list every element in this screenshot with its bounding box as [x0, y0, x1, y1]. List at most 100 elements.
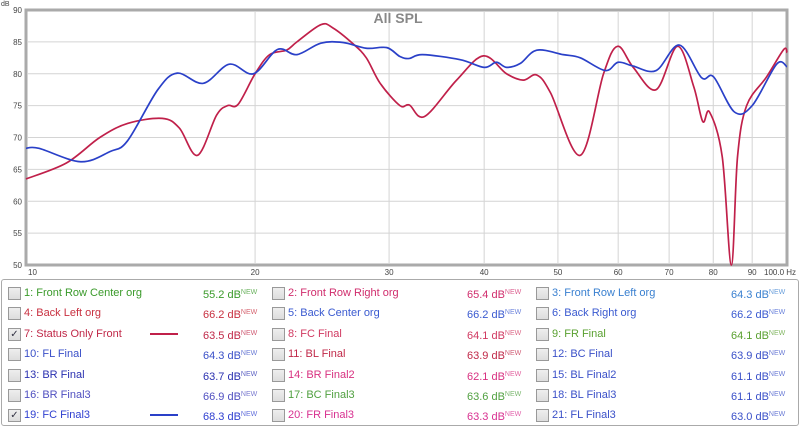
- x-tick-label: 80: [709, 268, 718, 277]
- legend-value: 66.9 dBNEW: [203, 386, 257, 406]
- legend-label: 7: Status Only Front: [24, 327, 122, 340]
- legend-label: 6: Back Right org: [552, 307, 637, 320]
- spl-value: 61.1 dB: [731, 391, 769, 403]
- legend-line-sample: [150, 332, 178, 335]
- legend-label: 14: BR Final2: [288, 368, 355, 381]
- legend-checkbox[interactable]: [536, 389, 549, 402]
- legend-checkbox[interactable]: [272, 287, 285, 300]
- spl-value: 64.1 dB: [467, 329, 505, 342]
- legend-item: 8: FC Final 64.1 dBNEW: [272, 325, 532, 343]
- new-tag: NEW: [240, 391, 258, 398]
- x-tick-label: 10: [28, 268, 37, 277]
- new-tag: NEW: [768, 391, 786, 398]
- legend-label: 10: FL Final: [24, 348, 82, 361]
- legend-item: 11: BL Final 63.9 dBNEW: [272, 345, 532, 363]
- legend-checkbox[interactable]: ✓: [8, 409, 21, 423]
- legend-checkbox[interactable]: [272, 327, 285, 341]
- spl-value: 66.9 dB: [203, 391, 241, 403]
- legend-value: 61.1 dBNEW: [731, 366, 785, 386]
- new-tag: NEW: [768, 411, 786, 419]
- legend-item: 2: Front Row Right org 65.4 dBNEW: [272, 284, 532, 302]
- legend-value: 68.3 dBNEW: [203, 406, 257, 426]
- legend-label: 13: BR Final: [24, 368, 85, 381]
- legend-item: 13: BR Final 63.7 dBNEW: [8, 366, 268, 384]
- spl-value: 63.3 dB: [467, 411, 505, 424]
- legend-value: 66.2 dBNEW: [467, 304, 521, 324]
- legend-item: 16: BR Final3 66.9 dBNEW: [8, 386, 268, 404]
- legend-label: 18: BL Final3: [552, 389, 617, 401]
- x-tick-label: 50: [553, 268, 562, 277]
- new-tag: NEW: [768, 309, 786, 317]
- legend-checkbox[interactable]: [536, 368, 549, 382]
- legend-checkbox[interactable]: [272, 409, 285, 423]
- legend-value: 63.6 dBNEW: [467, 386, 521, 406]
- spl-value: 55.2 dB: [203, 289, 241, 301]
- y-tick-label: 75: [13, 102, 22, 111]
- legend-value: 64.1 dBNEW: [467, 325, 521, 345]
- legend-value: 66.2 dBNEW: [731, 304, 785, 324]
- legend-item: 10: FL Final 64.3 dBNEW: [8, 345, 268, 363]
- x-tick-label: 100.0 Hz: [764, 268, 796, 277]
- x-tick-label: 20: [251, 268, 260, 277]
- legend-value: 66.2 dBNEW: [203, 304, 257, 324]
- legend-checkbox[interactable]: [272, 307, 285, 321]
- legend-checkbox[interactable]: [536, 307, 549, 321]
- legend-checkbox[interactable]: [536, 348, 549, 362]
- spl-value: 64.3 dB: [731, 289, 769, 301]
- legend-item: 18: BL Final3 61.1 dBNEW: [536, 386, 796, 404]
- new-tag: NEW: [504, 370, 522, 378]
- legend-checkbox[interactable]: [8, 389, 21, 402]
- legend-value: 55.2 dBNEW: [203, 284, 257, 304]
- legend-item: 17: BC Final3 63.6 dBNEW: [272, 386, 532, 404]
- spl-chart: 50 55 60 65 70 75 80 85 90 10 20 30 40 50 60 70 80 90 100.…: [1, 1, 796, 277]
- legend-label: 21: FL Final3: [552, 409, 616, 422]
- new-tag: NEW: [240, 370, 258, 378]
- legend-value: 64.3 dBNEW: [731, 284, 785, 304]
- legend-value: 64.3 dBNEW: [203, 345, 257, 365]
- spl-value: 66.2 dB: [731, 309, 769, 322]
- legend-checkbox[interactable]: [272, 389, 285, 402]
- legend-label: 19: FC Final3: [24, 409, 91, 422]
- legend-checkbox[interactable]: [536, 287, 549, 300]
- new-tag: NEW: [768, 289, 786, 296]
- legend-checkbox[interactable]: [536, 409, 549, 423]
- legend-checkbox[interactable]: [8, 348, 21, 362]
- legend-checkbox[interactable]: [8, 368, 21, 382]
- x-tick-label: 90: [748, 268, 757, 277]
- legend-label: 2: Front Row Right org: [288, 287, 399, 299]
- y-tick-label: 65: [13, 165, 22, 174]
- new-tag: NEW: [768, 370, 786, 378]
- series-line-status-only-front: [25, 22, 788, 266]
- legend-label: 17: BC Final3: [288, 389, 355, 401]
- legend-value: 63.3 dBNEW: [467, 406, 521, 426]
- legend-checkbox[interactable]: [8, 287, 21, 300]
- y-tick-label: 60: [13, 197, 22, 206]
- y-tick-label: 80: [13, 70, 22, 79]
- legend-item: 14: BR Final2 62.1 dBNEW: [272, 366, 532, 384]
- legend-label: 5: Back Center org: [288, 307, 380, 320]
- legend-value: 64.1 dBNEW: [731, 325, 785, 345]
- legend-label: 4: Back Left org: [24, 307, 102, 320]
- new-tag: NEW: [504, 309, 522, 317]
- new-tag: NEW: [504, 289, 522, 296]
- legend-value: 63.0 dBNEW: [731, 406, 785, 426]
- legend-item: 12: BC Final 63.9 dBNEW: [536, 345, 796, 363]
- legend-item: 20: FR Final3 63.3 dBNEW: [272, 406, 532, 424]
- legend-checkbox[interactable]: ✓: [8, 327, 21, 341]
- legend-item: 4: Back Left org 66.2 dBNEW: [8, 304, 268, 322]
- legend-value: 63.9 dBNEW: [731, 345, 785, 365]
- legend-item: 5: Back Center org 66.2 dBNEW: [272, 304, 532, 322]
- legend-checkbox[interactable]: [536, 327, 549, 341]
- plot-border: [25, 9, 788, 266]
- legend-panel: 1: Front Row Center org 55.2 dBNEW 2: Fr…: [1, 279, 799, 426]
- new-tag: NEW: [768, 350, 786, 358]
- new-tag: NEW: [504, 329, 522, 337]
- spl-value: 66.2 dB: [203, 309, 241, 322]
- legend-checkbox[interactable]: [8, 307, 21, 321]
- new-tag: NEW: [240, 350, 258, 358]
- legend-checkbox[interactable]: [272, 348, 285, 362]
- legend-checkbox[interactable]: [272, 368, 285, 382]
- series-line-fc-final3: [25, 40, 788, 163]
- new-tag: NEW: [240, 329, 258, 337]
- y-tick-label: 50: [13, 261, 22, 270]
